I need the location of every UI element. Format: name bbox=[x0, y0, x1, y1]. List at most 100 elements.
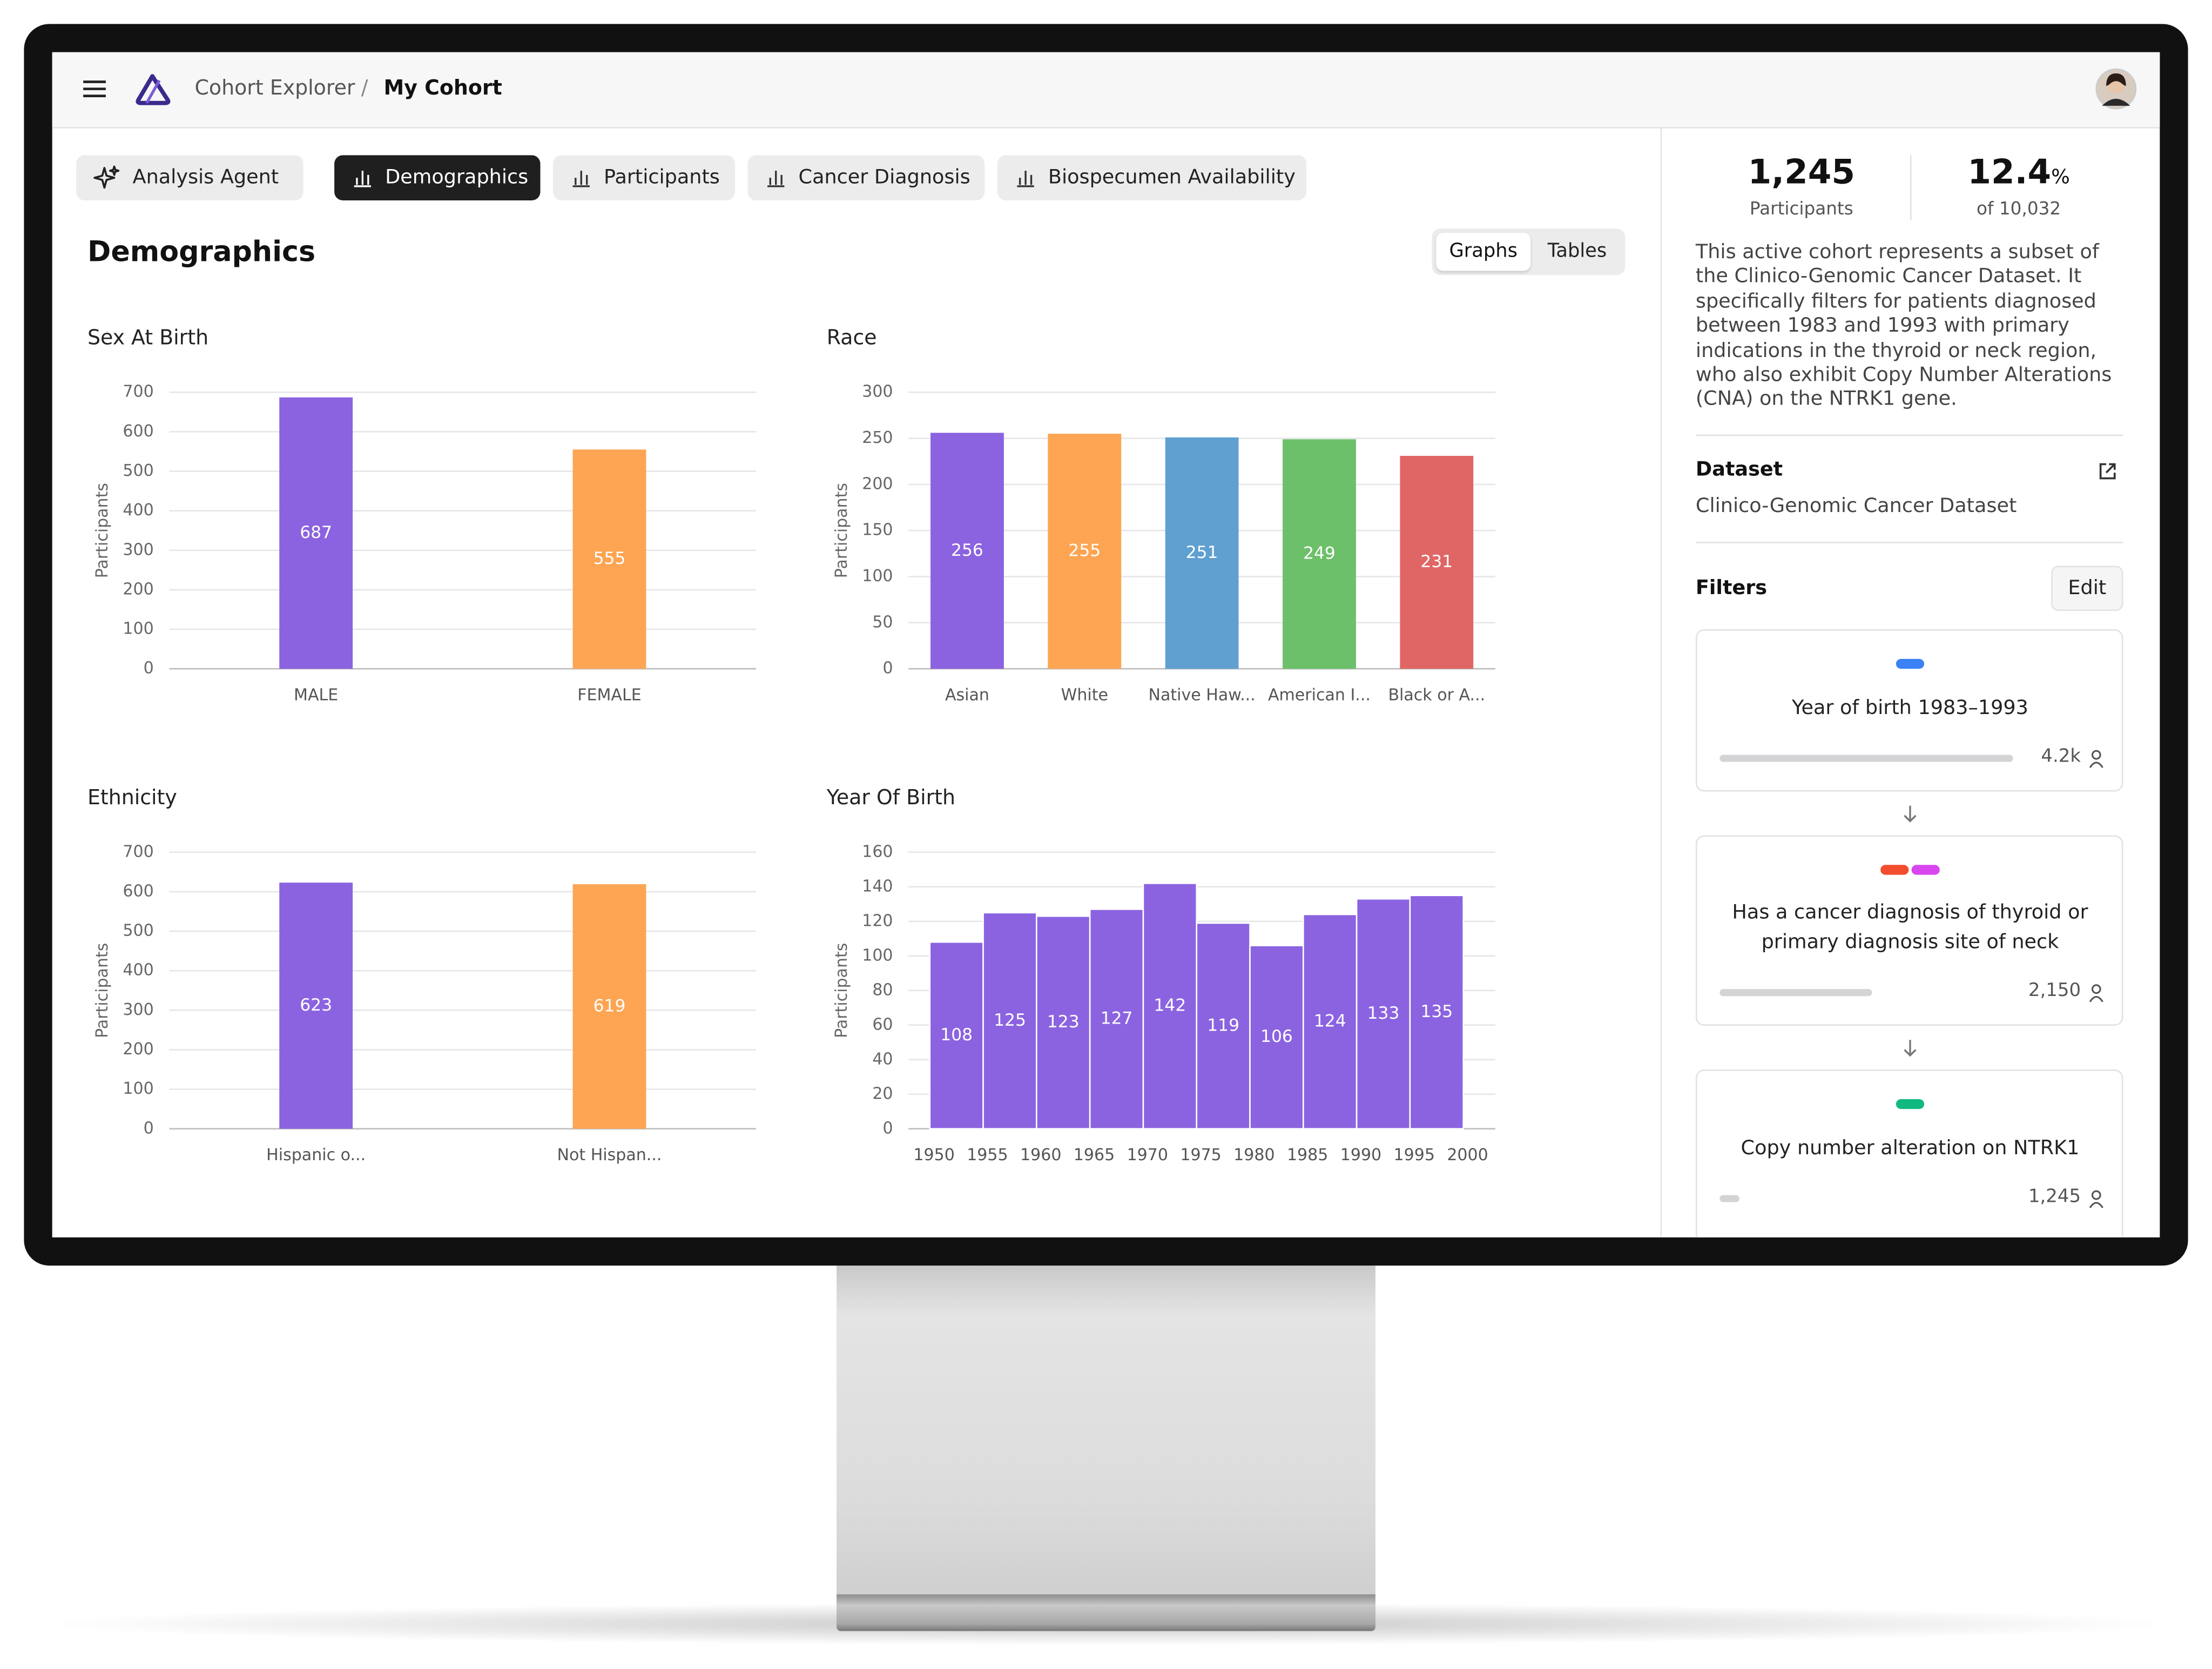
y-tick-label: 500 bbox=[123, 921, 153, 940]
toggle-option[interactable]: Tables bbox=[1547, 240, 1607, 263]
tab[interactable]: Participants bbox=[553, 155, 735, 200]
tab-label: Demographics bbox=[385, 166, 529, 190]
y-tick-label: 100 bbox=[123, 620, 153, 638]
x-tick-label: 1970 bbox=[1127, 1146, 1168, 1165]
filter-card: Has a cancer diagnosis of thyroid or pri… bbox=[1695, 835, 2123, 1026]
data-label: 106 bbox=[1260, 1027, 1293, 1046]
y-tick-label: 100 bbox=[862, 946, 893, 965]
dataset-name: Clinico-Genomic Cancer Dataset bbox=[1695, 495, 2017, 518]
filter-progress bbox=[1719, 1195, 1739, 1202]
y-tick-label: 600 bbox=[123, 422, 153, 441]
data-label: 255 bbox=[1068, 541, 1101, 561]
y-tick-label: 120 bbox=[862, 911, 893, 930]
x-tick-label: 1950 bbox=[913, 1146, 954, 1165]
bar bbox=[1400, 455, 1474, 669]
filter-count: 1,245 bbox=[2028, 1186, 2081, 1208]
histogram-bar bbox=[1036, 915, 1091, 1130]
cohort-description: This active cohort represents a subset o… bbox=[1695, 241, 2112, 412]
y-tick-label: 60 bbox=[872, 1015, 893, 1034]
chart-icon bbox=[572, 171, 590, 187]
flow-arrow bbox=[1900, 1037, 1920, 1057]
chart-title: Race bbox=[827, 325, 877, 349]
y-tick-label: 300 bbox=[123, 1000, 153, 1019]
y-tick-label: 300 bbox=[123, 540, 153, 559]
filter-pill bbox=[1896, 658, 1925, 669]
breadcrumb-item[interactable]: My Cohort bbox=[383, 77, 502, 100]
person-icon bbox=[2088, 748, 2105, 768]
stat-value: 1,245 bbox=[1748, 152, 1855, 192]
histogram-bar bbox=[1196, 922, 1251, 1130]
x-tick-label: White bbox=[1061, 685, 1108, 704]
x-tick-label: Not Hispan... bbox=[557, 1146, 662, 1165]
x-tick-label: American I... bbox=[1268, 685, 1371, 704]
tab-label: Analysis Agent bbox=[132, 166, 279, 190]
section-heading: Dataset bbox=[1695, 458, 1783, 481]
x-tick-label: 1985 bbox=[1287, 1146, 1328, 1165]
x-tick-label: Native Haw... bbox=[1149, 685, 1256, 704]
y-tick-label: 50 bbox=[872, 613, 893, 631]
filter-card: Year of birth 1983–1993 4.2k bbox=[1695, 629, 2123, 792]
breadcrumb-separator: / bbox=[361, 77, 368, 100]
y-tick-label: 250 bbox=[862, 428, 893, 447]
stat-value: 12.4% bbox=[1913, 150, 2125, 200]
edit-button[interactable]: Edit bbox=[2051, 566, 2123, 611]
data-label: 127 bbox=[1101, 1009, 1133, 1028]
filter-count: 4.2k bbox=[2041, 746, 2081, 768]
y-tick-label: 500 bbox=[123, 461, 153, 480]
person-icon bbox=[2088, 982, 2105, 1002]
person-glyph bbox=[2089, 984, 2103, 1002]
data-label: 619 bbox=[594, 996, 626, 1015]
y-tick-label: 80 bbox=[872, 980, 893, 999]
data-label: 142 bbox=[1154, 996, 1186, 1015]
x-tick-label: 1975 bbox=[1180, 1146, 1221, 1165]
data-label: 119 bbox=[1207, 1015, 1239, 1035]
bar bbox=[1283, 439, 1356, 669]
bar bbox=[572, 449, 646, 669]
y-tick-label: 0 bbox=[144, 659, 154, 678]
data-label: 251 bbox=[1186, 543, 1218, 562]
y-tick-label: 40 bbox=[872, 1049, 893, 1068]
tab[interactable]: Cancer Diagnosis bbox=[747, 155, 985, 200]
data-label: 231 bbox=[1420, 552, 1453, 571]
menu-icon[interactable] bbox=[82, 79, 107, 99]
bar bbox=[1165, 437, 1239, 669]
toggle-option[interactable]: Graphs bbox=[1436, 233, 1531, 271]
tab[interactable]: Biospecumen Availability bbox=[997, 155, 1306, 200]
avatar[interactable] bbox=[2095, 68, 2137, 110]
monitor-base bbox=[837, 1594, 1375, 1631]
app: Cohort Explorer / My Cohort Analysis Age… bbox=[52, 52, 2160, 1237]
divider bbox=[1695, 434, 2123, 436]
tab-label: Cancer Diagnosis bbox=[798, 166, 970, 190]
x-tick-label: 1990 bbox=[1340, 1146, 1381, 1165]
breadcrumb-item[interactable]: Cohort Explorer bbox=[194, 77, 355, 100]
filter-label: Year of birth 1983–1993 bbox=[1792, 697, 2028, 720]
tab[interactable]: Demographics bbox=[334, 155, 541, 200]
chart-title: Sex At Birth bbox=[87, 325, 208, 349]
y-tick-label: 700 bbox=[123, 382, 153, 401]
y-tick-label: 150 bbox=[862, 521, 893, 540]
chart-title: Year Of Birth bbox=[826, 785, 955, 809]
data-label: 256 bbox=[951, 541, 983, 560]
y-tick-label: 700 bbox=[123, 842, 153, 861]
x-tick-label: 1965 bbox=[1074, 1146, 1115, 1165]
data-label: 135 bbox=[1420, 1002, 1453, 1021]
y-axis-title: Participants bbox=[93, 483, 112, 578]
data-label: 123 bbox=[1047, 1012, 1080, 1032]
stat-label: Participants bbox=[1749, 197, 1853, 219]
tab-label: Participants bbox=[604, 166, 720, 190]
flow-arrow bbox=[1900, 803, 1920, 823]
external-link-icon[interactable] bbox=[2098, 461, 2117, 481]
data-label: 249 bbox=[1303, 544, 1336, 563]
y-tick-label: 400 bbox=[123, 501, 153, 520]
histogram-bar bbox=[1142, 883, 1198, 1130]
filter-pill bbox=[1896, 1099, 1925, 1109]
x-tick-label: Asian bbox=[945, 685, 989, 704]
person-icon bbox=[2088, 1188, 2105, 1208]
tab[interactable]: Analysis Agent bbox=[76, 155, 304, 200]
logo bbox=[136, 74, 171, 105]
x-tick-label: MALE bbox=[294, 685, 338, 704]
divider bbox=[1695, 542, 2123, 543]
x-tick-label: Black or A... bbox=[1388, 685, 1485, 704]
y-axis-title: Participants bbox=[832, 943, 851, 1038]
bar bbox=[572, 884, 646, 1129]
